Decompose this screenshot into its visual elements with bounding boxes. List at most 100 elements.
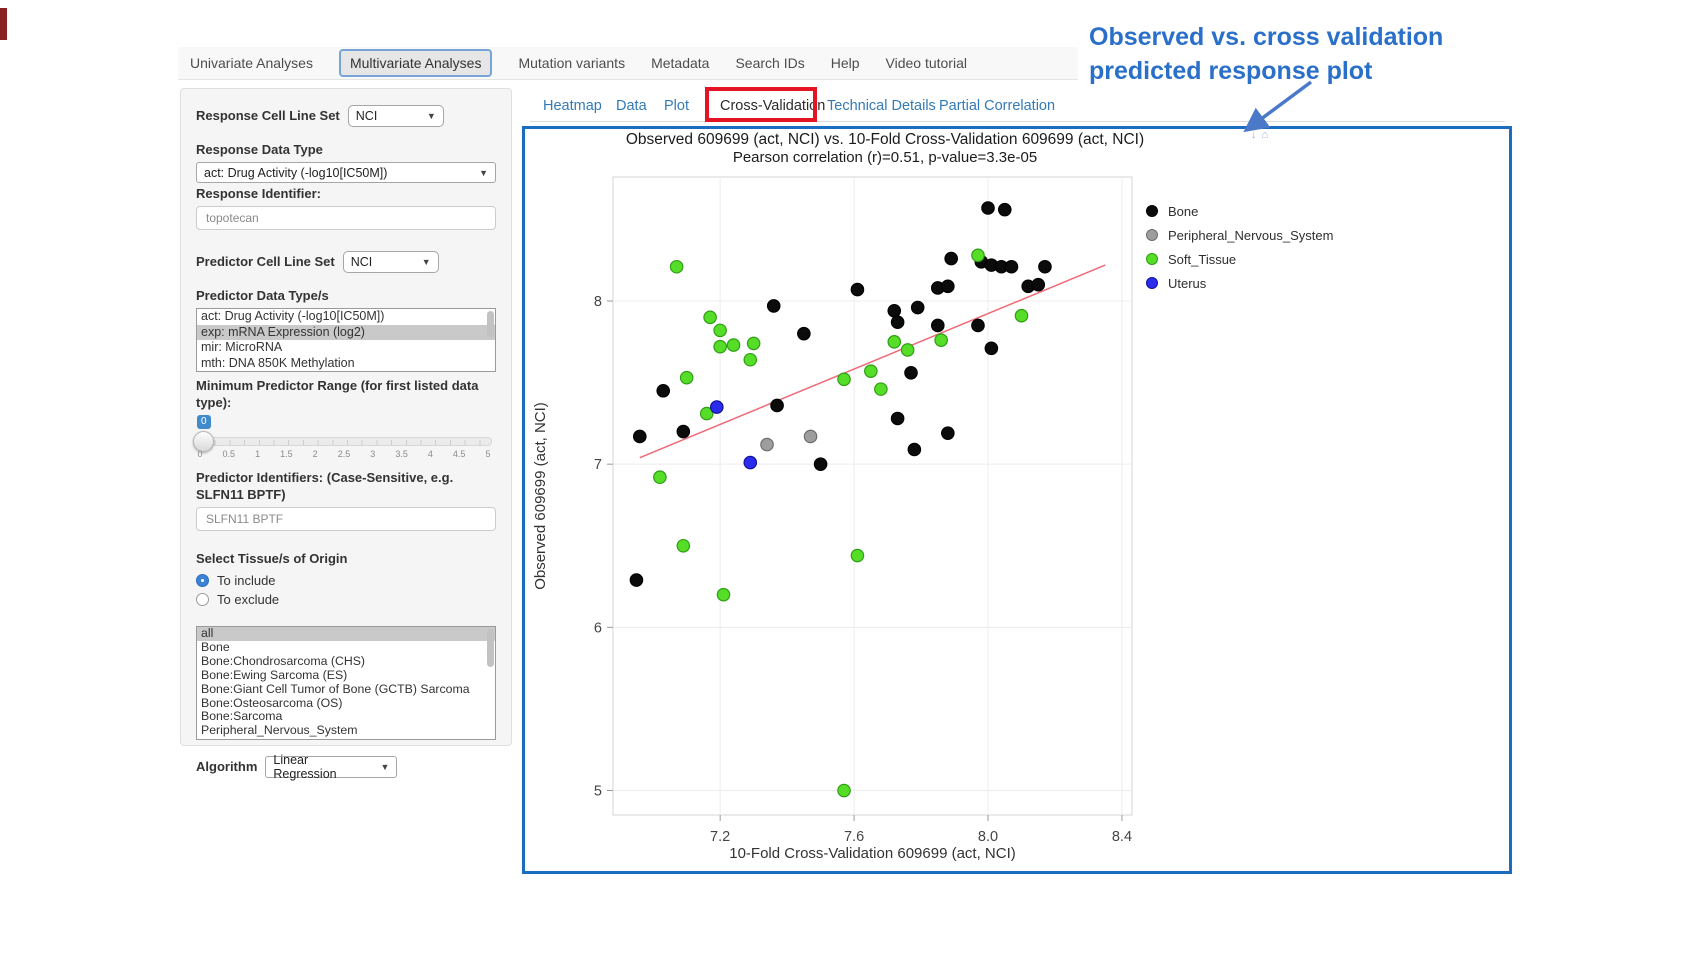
scatter-point-uterus[interactable] (743, 455, 758, 470)
scatter-point-bone[interactable] (984, 341, 999, 356)
scatter-point-soft_tissue[interactable] (837, 372, 851, 387)
scatter-point-peripheral_nervous_system[interactable] (803, 429, 818, 444)
tissue-option[interactable]: Bone:Sarcoma (201, 710, 283, 724)
scatter-point-bone[interactable] (797, 326, 811, 341)
tissue-option[interactable]: Bone:Giant Cell Tumor of Bone (GCTB) Sar… (201, 682, 470, 696)
nav-tab-multivariate-analyses[interactable]: Multivariate Analyses (338, 49, 493, 77)
scatter-point-soft_tissue[interactable] (716, 587, 731, 602)
tissue-option[interactable]: Bone (201, 640, 230, 654)
predictor-data-type-option[interactable]: mir: MicroRNA (201, 340, 283, 354)
response-cell-line-set-select[interactable]: NCI ▼ (347, 105, 444, 127)
scatter-point-bone[interactable] (813, 457, 828, 471)
tab-cross-validation[interactable]: Cross-Validation (720, 98, 826, 114)
scatter-point-soft_tissue[interactable] (1014, 308, 1029, 323)
scatter-point-soft_tissue[interactable] (887, 335, 902, 349)
listbox-scrollbar[interactable] (487, 629, 494, 667)
scatter-point-bone[interactable] (941, 279, 955, 294)
nav-tab-help[interactable]: Help (830, 55, 860, 71)
scatter-point-bone[interactable] (766, 299, 781, 313)
radio-button-icon[interactable] (196, 574, 209, 587)
tissue-radio-to-exclude[interactable]: To exclude (196, 590, 496, 609)
scatter-point-bone[interactable] (629, 573, 644, 587)
scatter-point-bone[interactable] (1038, 259, 1052, 274)
scatter-point-bone[interactable] (904, 366, 918, 380)
download-icon[interactable]: ↓ (1251, 129, 1262, 141)
scatter-point-bone[interactable] (770, 398, 784, 413)
slider-tick-label: 1 (255, 449, 261, 459)
scatter-point-soft_tissue[interactable] (726, 338, 741, 352)
scatter-point-bone[interactable] (907, 442, 922, 457)
scatter-point-soft_tissue[interactable] (713, 323, 727, 338)
tab-partial-correlation[interactable]: Partial Correlation (939, 98, 1056, 114)
nav-tab-search-ids[interactable]: Search IDs (735, 55, 805, 71)
scatter-point-bone[interactable] (890, 315, 905, 330)
scatter-point-bone[interactable] (1031, 277, 1046, 292)
scatter-point-bone[interactable] (971, 318, 985, 333)
scatter-point-bone[interactable] (981, 201, 995, 215)
legend-item-soft_tissue[interactable]: Soft_Tissue (1146, 247, 1333, 271)
scatter-point-bone[interactable] (850, 282, 865, 297)
scatter-point-soft_tissue[interactable] (669, 259, 684, 274)
legend-item-bone[interactable]: Bone (1146, 199, 1333, 223)
scatter-point-soft_tissue[interactable] (864, 364, 878, 378)
scatter-point-bone[interactable] (887, 304, 902, 318)
nav-tab-univariate-analyses[interactable]: Univariate Analyses (190, 55, 313, 71)
scatter-point-uterus[interactable] (709, 400, 724, 414)
scatter-point-soft_tissue[interactable] (713, 339, 727, 354)
scatter-point-bone[interactable] (656, 383, 671, 398)
predictor-identifiers-input[interactable]: SLFN11 BPTF (196, 507, 496, 531)
predictor-data-type-option[interactable]: exp: mRNA Expression (log2) (197, 324, 495, 340)
scatter-point-soft_tissue[interactable] (874, 382, 888, 396)
scatter-point-bone[interactable] (944, 251, 958, 266)
predictor-data-type-option[interactable]: act: Drug Activity (-log10[IC50M]) (201, 309, 385, 323)
response-identifier-input[interactable]: topotecan (196, 206, 496, 230)
predictor-data-types-listbox[interactable]: act: Drug Activity (-log10[IC50M]) exp: m… (196, 308, 496, 372)
algorithm-select[interactable]: Linear Regression ▼ (265, 753, 398, 781)
nav-tab-video-tutorial[interactable]: Video tutorial (885, 55, 967, 71)
tab-heatmap[interactable]: Heatmap (543, 98, 602, 114)
tissue-origin-listbox[interactable]: all Bone Bone:Chondrosarcoma (CHS) Bone:Ewi… (196, 626, 496, 740)
tab-technical-details[interactable]: Technical Details (827, 98, 936, 114)
legend-item-uterus[interactable]: Uterus (1146, 271, 1333, 295)
tissue-option[interactable]: Bone:Osteosarcoma (OS) (201, 696, 343, 710)
predictor-data-type-option[interactable]: mth: DNA 850K Methylation (201, 355, 355, 370)
listbox-scrollbar[interactable] (487, 311, 494, 337)
radio-button-icon[interactable] (196, 593, 209, 606)
scatter-point-soft_tissue[interactable] (743, 352, 758, 367)
scatter-point-soft_tissue[interactable] (837, 783, 851, 798)
tissue-radio-to-include[interactable]: To include (196, 571, 496, 590)
slider-handle[interactable] (193, 431, 214, 452)
scatter-point-bone[interactable] (997, 202, 1012, 217)
home-icon[interactable]: ⌂ (1261, 129, 1274, 141)
scatter-point-soft_tissue[interactable] (850, 548, 865, 563)
scatter-point-bone[interactable] (676, 424, 691, 439)
tissue-option[interactable]: Peripheral_Nervous_System (201, 724, 358, 738)
scatter-point-bone[interactable] (941, 426, 955, 440)
response-data-type-select[interactable]: act: Drug Activity (-log10[IC50M]) ▼ (196, 162, 496, 183)
tissue-option[interactable]: Bone:Chondrosarcoma (CHS) (201, 654, 366, 668)
scatter-point-bone[interactable] (930, 318, 945, 333)
scatter-point-soft_tissue[interactable] (900, 343, 915, 357)
scatter-point-soft_tissue[interactable] (653, 470, 667, 485)
scatter-point-soft_tissue[interactable] (699, 406, 714, 421)
scatter-point-soft_tissue[interactable] (971, 248, 985, 263)
nav-tab-metadata[interactable]: Metadata (651, 55, 710, 71)
plotly-modebar[interactable]: ↓⌂ (1251, 129, 1273, 141)
scatter-point-soft_tissue[interactable] (679, 370, 694, 385)
scatter-point-soft_tissue[interactable] (703, 310, 717, 325)
scatter-point-bone[interactable] (1004, 259, 1019, 274)
predictor-cell-line-set-select[interactable]: NCI ▼ (342, 251, 439, 273)
scatter-point-peripheral_nervous_system[interactable] (760, 437, 774, 452)
nav-tab-mutation-variants[interactable]: Mutation variants (518, 55, 626, 71)
legend-item-peripheral_nervous_system[interactable]: Peripheral_Nervous_System (1146, 223, 1333, 247)
scatter-point-soft_tissue[interactable] (676, 538, 691, 553)
tab-plot[interactable]: Plot (664, 98, 689, 114)
scatter-point-bone[interactable] (632, 429, 647, 444)
scatter-point-bone[interactable] (910, 300, 925, 315)
tab-data[interactable]: Data (616, 98, 647, 114)
scatter-point-soft_tissue[interactable] (934, 333, 948, 347)
tissue-option[interactable]: all (197, 627, 495, 641)
tissue-option[interactable]: Bone:Ewing Sarcoma (ES) (201, 668, 348, 682)
scatter-point-soft_tissue[interactable] (746, 336, 761, 351)
scatter-point-bone[interactable] (890, 411, 905, 426)
